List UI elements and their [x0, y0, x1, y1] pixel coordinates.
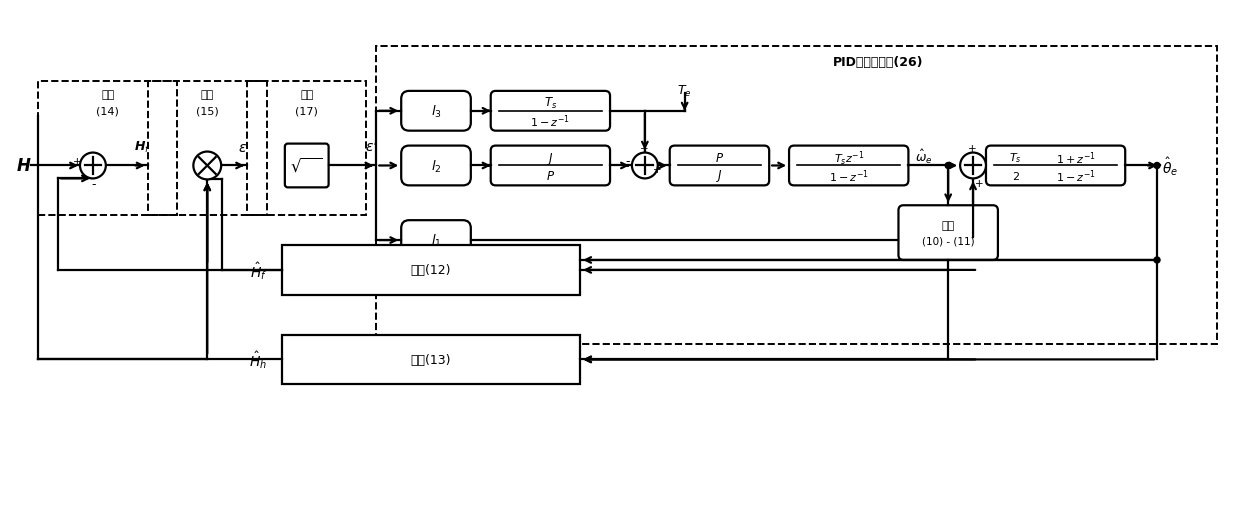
Text: $l_3$: $l_3$ [430, 104, 441, 120]
FancyBboxPatch shape [986, 146, 1125, 186]
FancyBboxPatch shape [789, 146, 909, 186]
Text: $1-z^{-1}$: $1-z^{-1}$ [828, 168, 869, 184]
Text: 公式: 公式 [201, 90, 215, 99]
Text: 公式: 公式 [300, 90, 314, 99]
Circle shape [945, 163, 951, 169]
Text: (10) - (11): (10) - (11) [921, 236, 975, 245]
Bar [38, 82, 177, 216]
Bar [281, 335, 580, 384]
Text: $\boldsymbol{H}$: $\boldsymbol{H}$ [16, 157, 31, 175]
Text: $J$: $J$ [547, 150, 554, 166]
Text: +: + [975, 179, 983, 189]
FancyBboxPatch shape [899, 206, 998, 261]
Text: (15): (15) [196, 107, 218, 117]
Text: $1+z^{-1}$: $1+z^{-1}$ [1055, 150, 1095, 167]
Circle shape [632, 153, 657, 179]
FancyBboxPatch shape [491, 146, 610, 186]
Text: $\sqrt{\quad}$: $\sqrt{\quad}$ [290, 157, 324, 175]
Text: $P$: $P$ [546, 170, 556, 183]
Text: +: + [73, 157, 82, 167]
Bar [247, 82, 366, 216]
Text: $\hat{\omega}_e$: $\hat{\omega}_e$ [915, 147, 932, 165]
Text: $T_s$: $T_s$ [1009, 152, 1022, 165]
Bar [148, 82, 267, 216]
Text: $T_s z^{-1}$: $T_s z^{-1}$ [833, 149, 864, 167]
FancyBboxPatch shape [285, 144, 329, 188]
Text: +: + [967, 143, 976, 154]
Text: $\varepsilon'$: $\varepsilon'$ [365, 139, 378, 154]
Text: -: - [92, 178, 97, 190]
Bar [377, 47, 1216, 345]
Text: $T_s$: $T_s$ [543, 96, 557, 111]
Text: (14): (14) [97, 107, 119, 117]
Text: $J$: $J$ [715, 168, 723, 184]
Text: $l_1$: $l_1$ [430, 233, 441, 248]
Bar [281, 245, 580, 295]
Text: +: + [640, 143, 649, 154]
Text: $1-z^{-1}$: $1-z^{-1}$ [531, 113, 570, 130]
Circle shape [960, 153, 986, 179]
Text: $l_2$: $l_2$ [430, 158, 441, 174]
Text: PID环节：公式(26): PID环节：公式(26) [833, 56, 924, 68]
Text: $\hat{H}_f$: $\hat{H}_f$ [249, 260, 267, 281]
FancyBboxPatch shape [491, 92, 610, 131]
FancyBboxPatch shape [670, 146, 769, 186]
Text: $\varepsilon$: $\varepsilon$ [238, 140, 247, 154]
Circle shape [193, 152, 221, 180]
Circle shape [1154, 258, 1159, 264]
FancyBboxPatch shape [402, 221, 471, 261]
Text: -: - [626, 155, 630, 168]
Text: $2$: $2$ [1012, 170, 1019, 182]
Circle shape [81, 153, 105, 179]
FancyBboxPatch shape [402, 146, 471, 186]
Circle shape [1154, 163, 1159, 169]
FancyBboxPatch shape [402, 92, 471, 131]
Text: $1-z^{-1}$: $1-z^{-1}$ [1055, 168, 1095, 184]
Text: 公式: 公式 [102, 90, 114, 99]
Text: $T_e$: $T_e$ [677, 84, 692, 99]
Text: (17): (17) [295, 107, 319, 117]
Text: +: + [652, 165, 661, 175]
Text: $P$: $P$ [715, 152, 724, 165]
Text: 公式: 公式 [941, 221, 955, 231]
Text: $\hat{\theta}_e$: $\hat{\theta}_e$ [1162, 155, 1178, 177]
Text: $\hat{H}_h$: $\hat{H}_h$ [249, 349, 267, 371]
Text: 公式(12): 公式(12) [410, 264, 451, 277]
Text: 公式(13): 公式(13) [410, 353, 451, 366]
Text: $\boldsymbol{H}_f$: $\boldsymbol{H}_f$ [134, 139, 151, 154]
